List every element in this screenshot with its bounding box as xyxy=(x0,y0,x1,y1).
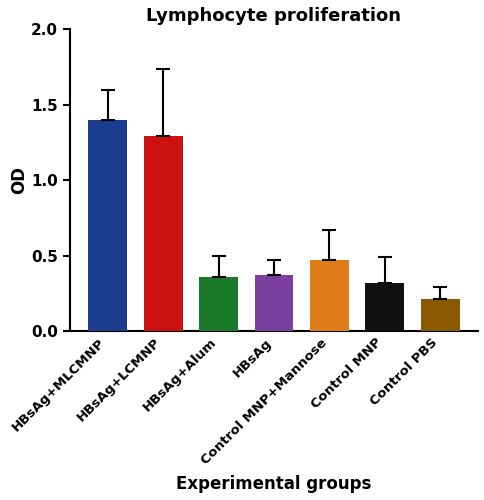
Title: Lymphocyte proliferation: Lymphocyte proliferation xyxy=(146,7,401,25)
Bar xyxy=(364,283,403,331)
Bar xyxy=(254,276,293,331)
Bar xyxy=(309,260,348,331)
Bar xyxy=(143,136,182,331)
Bar xyxy=(88,120,127,331)
Bar xyxy=(199,277,238,331)
Y-axis label: OD: OD xyxy=(10,166,28,194)
X-axis label: Experimental groups: Experimental groups xyxy=(176,475,371,493)
Bar xyxy=(420,300,458,331)
